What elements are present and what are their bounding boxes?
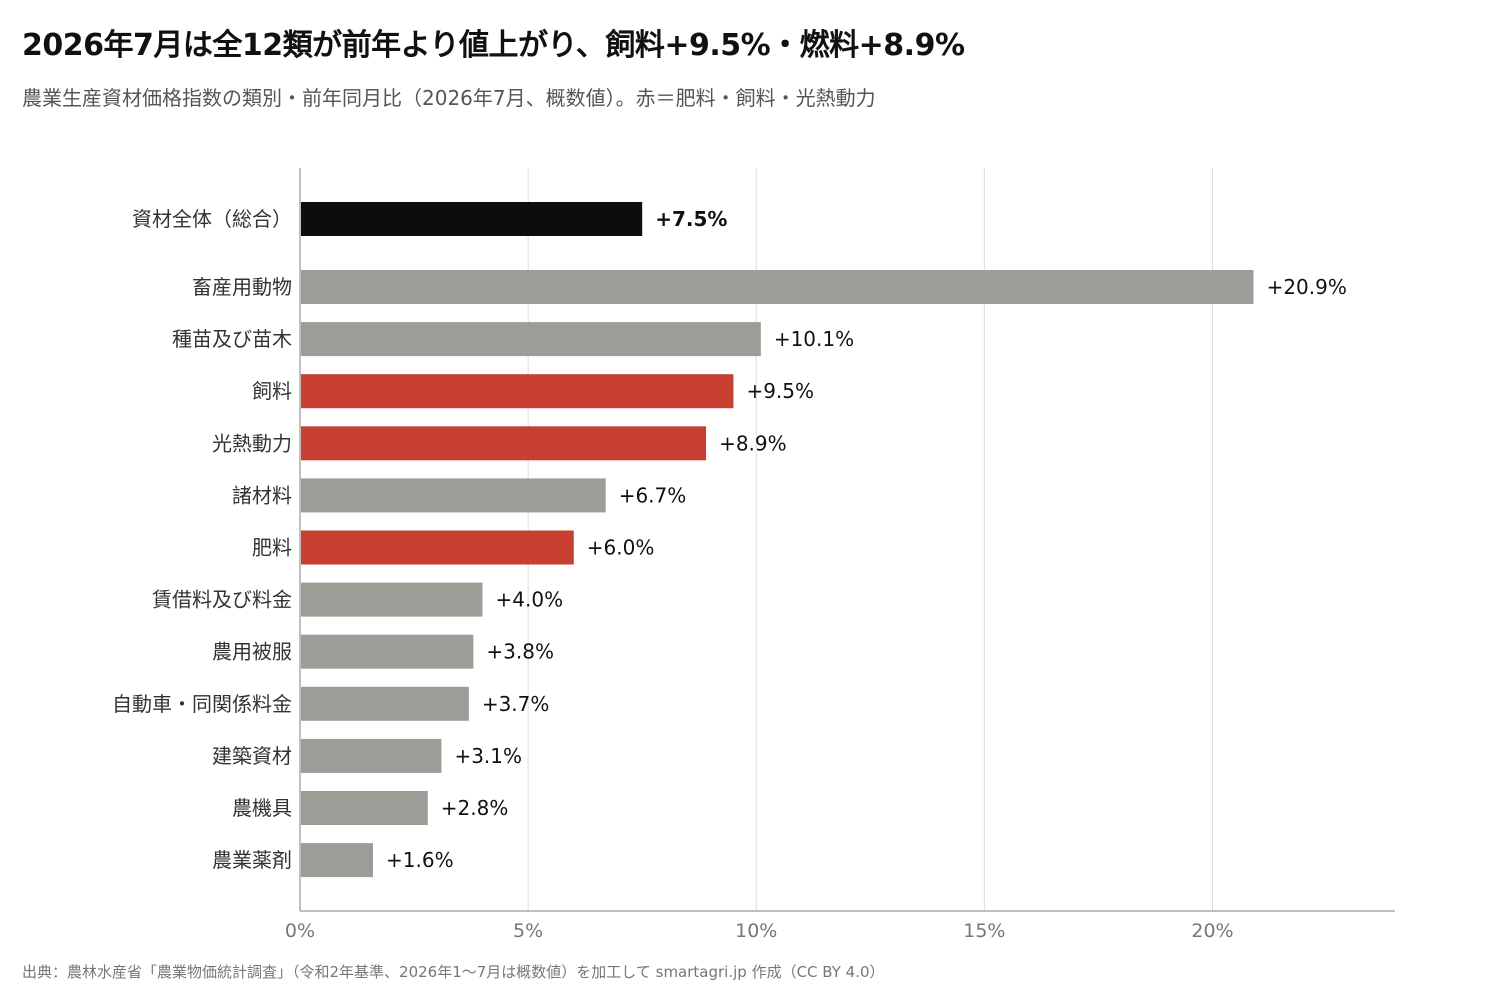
bar: [301, 686, 469, 721]
data-label: +10.1%: [774, 327, 854, 351]
x-tick-label: 0%: [285, 920, 315, 942]
data-label: +4.0%: [496, 588, 564, 612]
value-labels: +7.5% +20.9% +10.1% +9.5% +8.9% +6.7% +6.0% +4.…: [386, 207, 1347, 872]
data-label: +6.7%: [619, 483, 687, 507]
bar: [301, 738, 442, 773]
bar: [301, 322, 761, 357]
chart-title: 2026年7月は全12類が前年より値上がり、飼料+9.5%・燃料+8.9%: [22, 28, 965, 63]
bar: [301, 426, 707, 461]
bar: [301, 374, 734, 409]
source-note: 出典：農林水産省「農業物価統計調査」（令和2年基準、2026年1〜7月は概数値）…: [22, 963, 885, 981]
category-label: 種苗及び苗木: [172, 327, 292, 351]
chart-subtitle: 農業生産資材価格指数の類別・前年同月比（2026年7月、概数値）。赤＝肥料・飼料…: [22, 86, 876, 110]
category-label: 農機具: [232, 796, 292, 820]
axes: [299, 168, 1395, 912]
data-label: +6.0%: [587, 536, 655, 560]
bar: [301, 530, 574, 565]
bar: [301, 634, 474, 669]
category-label: 農用被服: [212, 640, 292, 664]
category-label: 建築資材: [212, 744, 292, 768]
category-label: 賃借料及び料金: [152, 588, 292, 612]
x-tick-label: 15%: [963, 920, 1005, 942]
x-tick-label: 5%: [513, 920, 543, 942]
category-label: 諸材料: [232, 483, 292, 507]
category-label: 飼料: [252, 379, 292, 403]
category-label: 光熱動力: [212, 431, 292, 455]
category-label: 自動車・同関係料金: [112, 692, 292, 716]
category-label: 資材全体（総合）: [132, 207, 292, 231]
data-label: +1.6%: [386, 848, 454, 872]
bar: [301, 791, 428, 825]
category-label: 農業薬剤: [212, 848, 292, 872]
bar: [301, 270, 1254, 304]
data-label: +3.8%: [486, 640, 554, 664]
data-label: +2.8%: [441, 796, 509, 820]
data-label: +7.5%: [655, 207, 727, 231]
data-label: +3.1%: [454, 744, 522, 768]
category-label: 畜産用動物: [192, 275, 292, 299]
category-labels: 資材全体（総合） 畜産用動物種苗及び苗木飼料光熱動力諸材料肥料賃借料及び料金農用被…: [112, 207, 292, 872]
data-label: +8.9%: [719, 431, 787, 455]
bar: [301, 843, 373, 878]
category-label: 肥料: [252, 536, 292, 560]
data-label: +3.7%: [482, 692, 550, 716]
bar: [301, 202, 643, 236]
x-tick-label: 10%: [735, 920, 777, 942]
data-label: +9.5%: [746, 379, 814, 403]
x-tick-label: 20%: [1191, 920, 1233, 942]
bar: [301, 478, 606, 513]
bar: [301, 582, 483, 617]
bars: [301, 202, 1254, 878]
data-label: +20.9%: [1267, 275, 1347, 299]
x-axis-ticks: 0% 5% 10% 15% 20%: [285, 920, 1234, 942]
